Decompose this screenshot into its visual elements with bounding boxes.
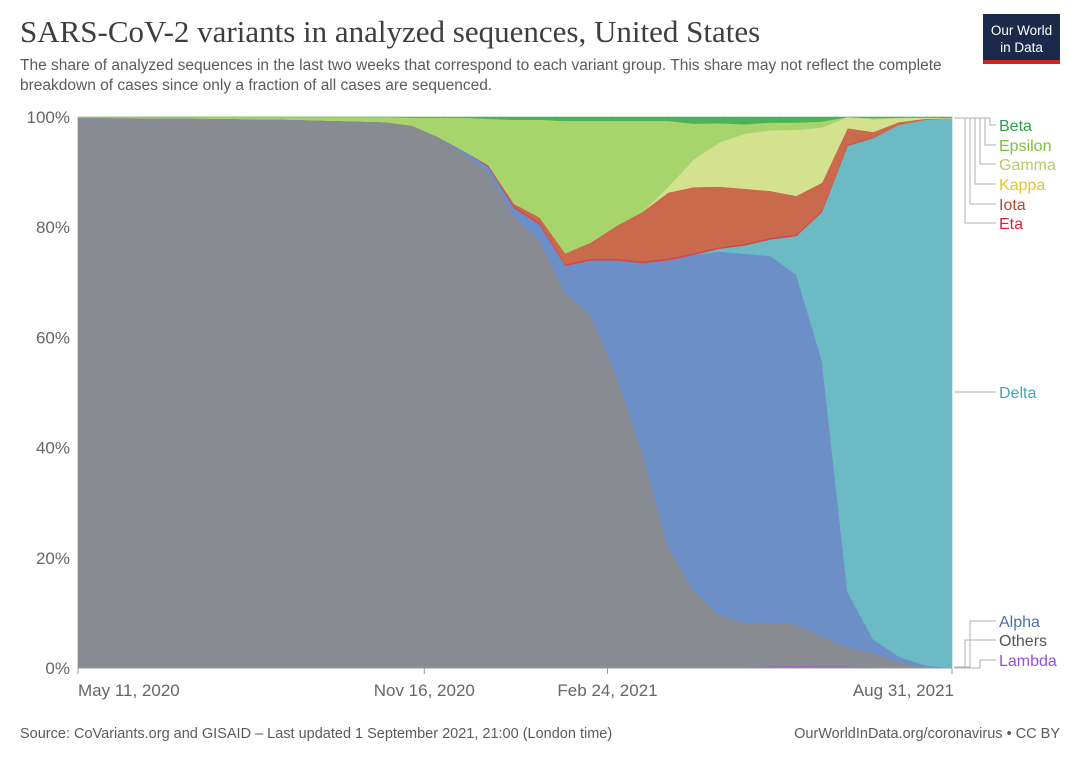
license-link[interactable]: OurWorldInData.org/coronavirus • CC BY <box>794 726 1060 742</box>
x-tick-label: May 11, 2020 <box>78 681 180 700</box>
legend-label-others[interactable]: Others <box>999 633 1047 650</box>
x-tick-label: Feb 24, 2021 <box>557 681 657 700</box>
y-tick-label: 60% <box>36 328 70 347</box>
legend: Beta Epsilon Gamma Kappa Iota Eta Delta Alpha Ot… <box>954 117 1057 670</box>
x-tick-label: Aug 31, 2021 <box>853 681 954 700</box>
logo-line-1: Our World <box>990 23 1053 38</box>
y-tick-label: 0% <box>45 659 70 678</box>
legend-connector <box>954 639 996 668</box>
y-tick-label: 80% <box>36 218 70 237</box>
legend-connector <box>954 117 996 185</box>
area-beta[interactable] <box>78 116 953 125</box>
legend-label-gamma[interactable]: Gamma <box>999 157 1056 174</box>
axes: 0% 20% 40% 60% 80% 100% May 11, 2020 Nov 16, 20… <box>27 108 954 700</box>
area-series <box>77 116 953 669</box>
source-note: Source: CoVariants.org and GISAID – Last… <box>20 726 613 742</box>
legend-label-lambda[interactable]: Lambda <box>999 653 1057 670</box>
chart-title: SARS-CoV-2 variants in analyzed sequence… <box>20 14 761 49</box>
chart-subtitle: The share of analyzed sequences in the l… <box>20 57 942 94</box>
legend-label-kappa[interactable]: Kappa <box>999 177 1045 194</box>
legend-connector <box>954 659 996 669</box>
x-tick-label: Nov 16, 2020 <box>374 681 475 700</box>
legend-label-alpha[interactable]: Alpha <box>999 614 1040 631</box>
y-tick-label: 100% <box>27 108 70 127</box>
legend-label-eta[interactable]: Eta <box>999 216 1023 233</box>
legend-label-epsilon[interactable]: Epsilon <box>999 138 1051 155</box>
legend-label-iota[interactable]: Iota <box>999 197 1026 214</box>
owid-logo[interactable]: Our World in Data <box>983 14 1060 64</box>
legend-connector <box>954 117 996 224</box>
logo-line-2: in Data <box>1000 40 1043 55</box>
y-tick-label: 20% <box>36 549 70 568</box>
legend-label-beta[interactable]: Beta <box>999 118 1032 135</box>
legend-label-delta[interactable]: Delta <box>999 385 1036 402</box>
y-tick-label: 40% <box>36 439 70 458</box>
